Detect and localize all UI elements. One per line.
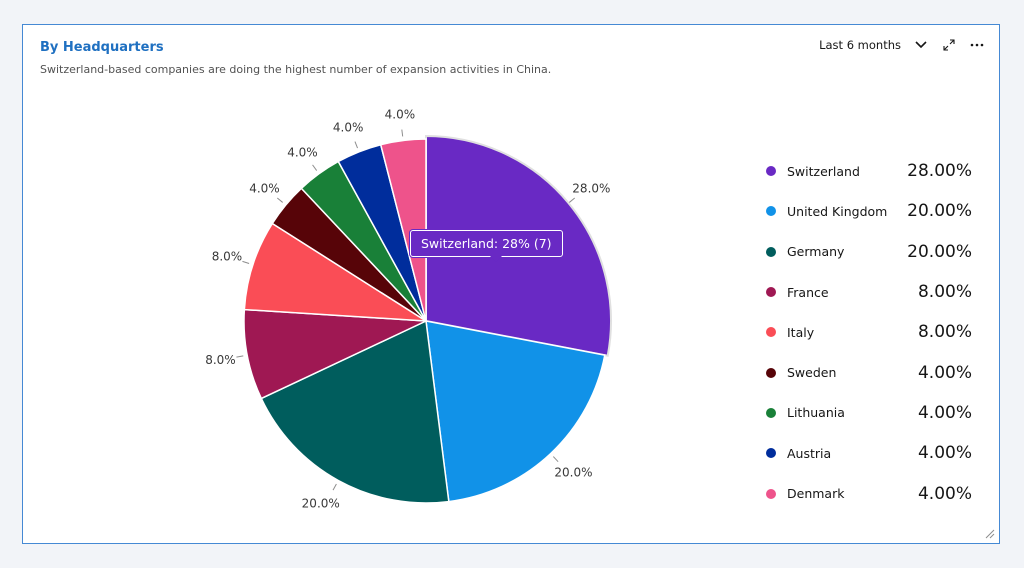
slice-leader-line — [552, 456, 559, 463]
legend-value: 20.00% — [907, 201, 972, 222]
legend-label: Italy — [787, 324, 815, 340]
slice-label: 4.0% — [385, 108, 416, 122]
resize-handle-icon[interactable] — [983, 527, 995, 539]
period-dropdown[interactable]: Last 6 months — [819, 38, 901, 52]
slice-label: 4.0% — [249, 181, 280, 195]
legend-swatch — [766, 206, 776, 217]
legend-value: 4.00% — [917, 362, 972, 383]
slice-leader-line — [354, 141, 358, 149]
legend-item-germany[interactable]: Germany 20.00% — [762, 232, 972, 272]
legend-value: 28.00% — [907, 161, 972, 182]
legend-swatch — [766, 246, 776, 257]
legend-swatch — [766, 166, 776, 177]
legend-swatch — [766, 448, 776, 459]
chart-legend: Switzerland 28.00% United Kingdom 20.00% Ger… — [762, 151, 972, 514]
slice-leader-line — [332, 483, 337, 491]
legend-item-switzerland[interactable]: Switzerland 28.00% — [762, 151, 972, 191]
legend-swatch — [766, 407, 776, 418]
tooltip-text: Switzerland: 28% (7) — [421, 236, 552, 251]
slice-leader-line — [236, 355, 244, 358]
legend-label: Lithuania — [787, 405, 845, 421]
chart-tooltip: Switzerland: 28% (7) — [410, 230, 563, 262]
card-controls: Last 6 months — [817, 35, 987, 55]
pie-chart: 28.0% 20.0% 20.0% 8.0% 8.0% 4.0% 4.0% 4.0% 4.0% — [205, 108, 612, 510]
overflow-menu-icon[interactable] — [967, 35, 987, 55]
legend-item-italy[interactable]: Italy 8.00% — [762, 312, 972, 352]
slice-label: 20.0% — [554, 466, 592, 480]
slice-leader-line — [276, 197, 284, 203]
legend-value: 4.00% — [917, 443, 972, 464]
legend-value: 4.00% — [917, 483, 972, 504]
pie-slice-germany[interactable] — [260, 319, 450, 504]
legend-swatch — [766, 367, 776, 378]
legend-swatch — [766, 488, 776, 499]
card-title: By Headquarters — [40, 40, 164, 55]
pie-slice-italy[interactable] — [243, 222, 427, 322]
legend-value: 4.00% — [917, 402, 972, 423]
slice-leader-line — [568, 197, 576, 203]
pie-slice-united-kingdom[interactable] — [425, 320, 606, 503]
slice-label: 4.0% — [287, 146, 318, 160]
legend-label: Austria — [787, 445, 832, 461]
legend-label: Switzerland — [787, 163, 860, 179]
legend-item-denmark[interactable]: Denmark 4.00% — [762, 473, 972, 513]
slice-leader-line — [242, 260, 250, 264]
legend-label: Denmark — [787, 486, 845, 502]
legend-item-france[interactable]: France 8.00% — [762, 272, 972, 312]
slice-leader-line — [401, 129, 404, 137]
slice-label: 4.0% — [333, 121, 364, 135]
legend-label: United Kingdom — [787, 203, 888, 219]
chart-card: 28.0% 20.0% 20.0% 8.0% 8.0% 4.0% 4.0% 4.0% 4.0% … — [22, 24, 1000, 544]
chevron-down-icon[interactable] — [911, 35, 931, 55]
legend-swatch — [766, 327, 776, 338]
pie-slice-france[interactable] — [243, 308, 427, 400]
legend-label: Germany — [787, 244, 845, 260]
legend-item-austria[interactable]: Austria 4.00% — [762, 433, 972, 473]
legend-swatch — [766, 287, 776, 298]
legend-item-sweden[interactable]: Sweden 4.00% — [762, 352, 972, 392]
slice-label: 8.0% — [212, 250, 243, 264]
legend-item-lithuania[interactable]: Lithuania 4.00% — [762, 393, 972, 433]
legend-value: 8.00% — [917, 322, 972, 343]
legend-value: 8.00% — [917, 282, 972, 303]
legend-item-united-kingdom[interactable]: United Kingdom 20.00% — [762, 191, 972, 231]
slice-label: 8.0% — [205, 353, 236, 367]
legend-label: Sweden — [787, 365, 837, 381]
slice-leader-line — [312, 164, 318, 171]
tooltip-arrow — [490, 256, 502, 262]
pie-slice-denmark[interactable] — [379, 138, 427, 322]
card-subtitle: Switzerland-based companies are doing th… — [40, 63, 552, 76]
slice-label: 20.0% — [302, 496, 340, 510]
expand-icon[interactable] — [939, 35, 959, 55]
slice-label: 28.0% — [572, 181, 610, 195]
legend-value: 20.00% — [907, 241, 972, 262]
legend-label: France — [787, 284, 829, 300]
